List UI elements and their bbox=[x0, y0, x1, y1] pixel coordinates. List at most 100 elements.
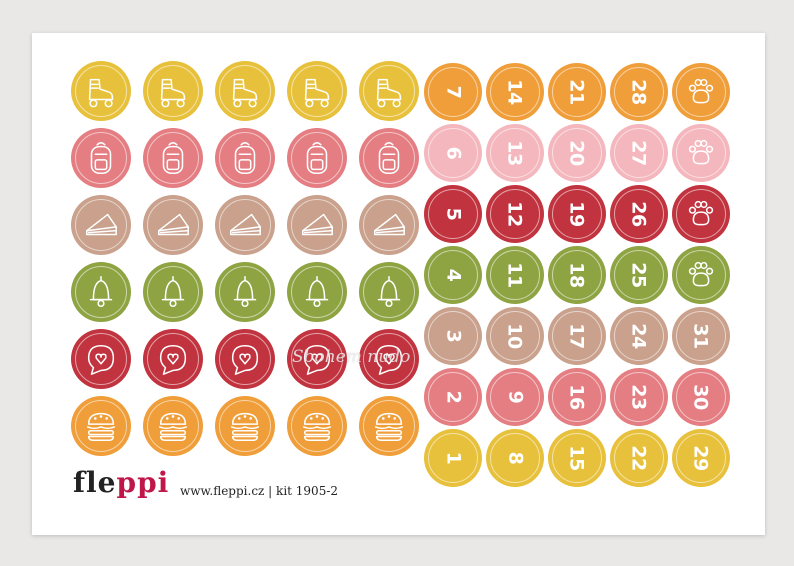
number-sticker: 5 bbox=[424, 185, 482, 243]
icon-sticker bbox=[287, 329, 347, 389]
number-sticker: 1 bbox=[424, 429, 482, 487]
cake-slice-icon bbox=[298, 206, 336, 244]
icon-sticker bbox=[215, 195, 275, 255]
number-label: 6 bbox=[441, 146, 464, 160]
bell-icon bbox=[226, 273, 264, 311]
icon-sticker bbox=[143, 195, 203, 255]
bell-icon bbox=[370, 273, 408, 311]
number-label: 8 bbox=[503, 451, 526, 465]
number-label: 7 bbox=[441, 85, 464, 99]
number-label: 16 bbox=[565, 384, 588, 410]
number-sticker: 23 bbox=[610, 368, 668, 426]
icon-sticker bbox=[143, 61, 203, 121]
roller-skate-icon bbox=[298, 72, 336, 110]
number-label: 11 bbox=[503, 262, 526, 288]
number-sticker: 13 bbox=[486, 124, 544, 182]
icon-sticker bbox=[71, 61, 131, 121]
roller-skate-icon bbox=[154, 72, 192, 110]
number-label: 28 bbox=[627, 79, 650, 105]
number-label: 4 bbox=[441, 268, 464, 282]
icon-sticker bbox=[359, 195, 419, 255]
number-sticker: 14 bbox=[486, 63, 544, 121]
icon-sticker bbox=[143, 128, 203, 188]
icon-sticker bbox=[143, 396, 203, 456]
burger-icon bbox=[226, 407, 264, 445]
number-sticker: 3 bbox=[424, 307, 482, 365]
cake-slice-icon bbox=[226, 206, 264, 244]
burger-icon bbox=[154, 407, 192, 445]
backpack-icon bbox=[154, 139, 192, 177]
bell-icon bbox=[82, 273, 120, 311]
number-label: 20 bbox=[565, 140, 588, 166]
paw-icon bbox=[682, 73, 720, 111]
icon-sticker bbox=[287, 128, 347, 188]
paw-sticker bbox=[672, 185, 730, 243]
burger-icon bbox=[370, 407, 408, 445]
sticker-sheet: 7 14 21 28 6 13 20 27 5 12 19 26 4 11 18 25 3 10 17 24 31 2 9 1… bbox=[32, 33, 765, 535]
number-label: 18 bbox=[565, 262, 588, 288]
heart-bubble-icon bbox=[226, 340, 264, 378]
brand-main: fle bbox=[73, 466, 117, 499]
bell-icon bbox=[298, 273, 336, 311]
number-label: 5 bbox=[441, 207, 464, 221]
paw-icon bbox=[682, 195, 720, 233]
heart-bubble-icon bbox=[154, 340, 192, 378]
paw-icon bbox=[682, 256, 720, 294]
number-sticker: 4 bbox=[424, 246, 482, 304]
roller-skate-icon bbox=[82, 72, 120, 110]
icon-sticker bbox=[359, 329, 419, 389]
number-sticker: 2 bbox=[424, 368, 482, 426]
icon-sticker bbox=[143, 329, 203, 389]
brand-logo: fleppi bbox=[73, 466, 169, 499]
number-sticker: 18 bbox=[548, 246, 606, 304]
burger-icon bbox=[82, 407, 120, 445]
roller-skate-icon bbox=[226, 72, 264, 110]
number-label: 3 bbox=[441, 329, 464, 343]
number-label: 10 bbox=[503, 323, 526, 349]
cake-slice-icon bbox=[154, 206, 192, 244]
burger-icon bbox=[298, 407, 336, 445]
number-sticker: 19 bbox=[548, 185, 606, 243]
icon-sticker bbox=[71, 262, 131, 322]
icon-sticker bbox=[287, 396, 347, 456]
heart-bubble-icon bbox=[82, 340, 120, 378]
number-label: 12 bbox=[503, 201, 526, 227]
backpack-icon bbox=[370, 139, 408, 177]
paw-sticker bbox=[672, 246, 730, 304]
icon-sticker bbox=[71, 329, 131, 389]
cake-slice-icon bbox=[370, 206, 408, 244]
paw-icon bbox=[682, 134, 720, 172]
number-label: 2 bbox=[441, 390, 464, 404]
roller-skate-icon bbox=[370, 72, 408, 110]
number-sticker: 29 bbox=[672, 429, 730, 487]
paw-sticker bbox=[672, 63, 730, 121]
icon-sticker bbox=[287, 195, 347, 255]
number-sticker: 17 bbox=[548, 307, 606, 365]
icon-sticker bbox=[215, 128, 275, 188]
icon-sticker bbox=[359, 128, 419, 188]
number-label: 1 bbox=[441, 451, 464, 465]
cake-slice-icon bbox=[82, 206, 120, 244]
brand-accent: ppi bbox=[116, 466, 170, 499]
number-label: 14 bbox=[503, 79, 526, 105]
backpack-icon bbox=[298, 139, 336, 177]
number-sticker: 25 bbox=[610, 246, 668, 304]
number-label: 30 bbox=[689, 384, 712, 410]
number-sticker: 6 bbox=[424, 124, 482, 182]
icon-sticker bbox=[359, 262, 419, 322]
watermark-text: Sbohem nudo bbox=[292, 347, 411, 367]
icon-sticker bbox=[71, 195, 131, 255]
number-sticker: 21 bbox=[548, 63, 606, 121]
number-sticker: 27 bbox=[610, 124, 668, 182]
number-sticker: 16 bbox=[548, 368, 606, 426]
number-sticker: 30 bbox=[672, 368, 730, 426]
icon-sticker bbox=[215, 262, 275, 322]
number-label: 19 bbox=[565, 201, 588, 227]
number-sticker: 15 bbox=[548, 429, 606, 487]
number-label: 22 bbox=[627, 445, 650, 471]
number-label: 25 bbox=[627, 262, 650, 288]
number-label: 17 bbox=[565, 323, 588, 349]
icon-sticker bbox=[359, 61, 419, 121]
icon-sticker bbox=[71, 396, 131, 456]
number-sticker: 28 bbox=[610, 63, 668, 121]
